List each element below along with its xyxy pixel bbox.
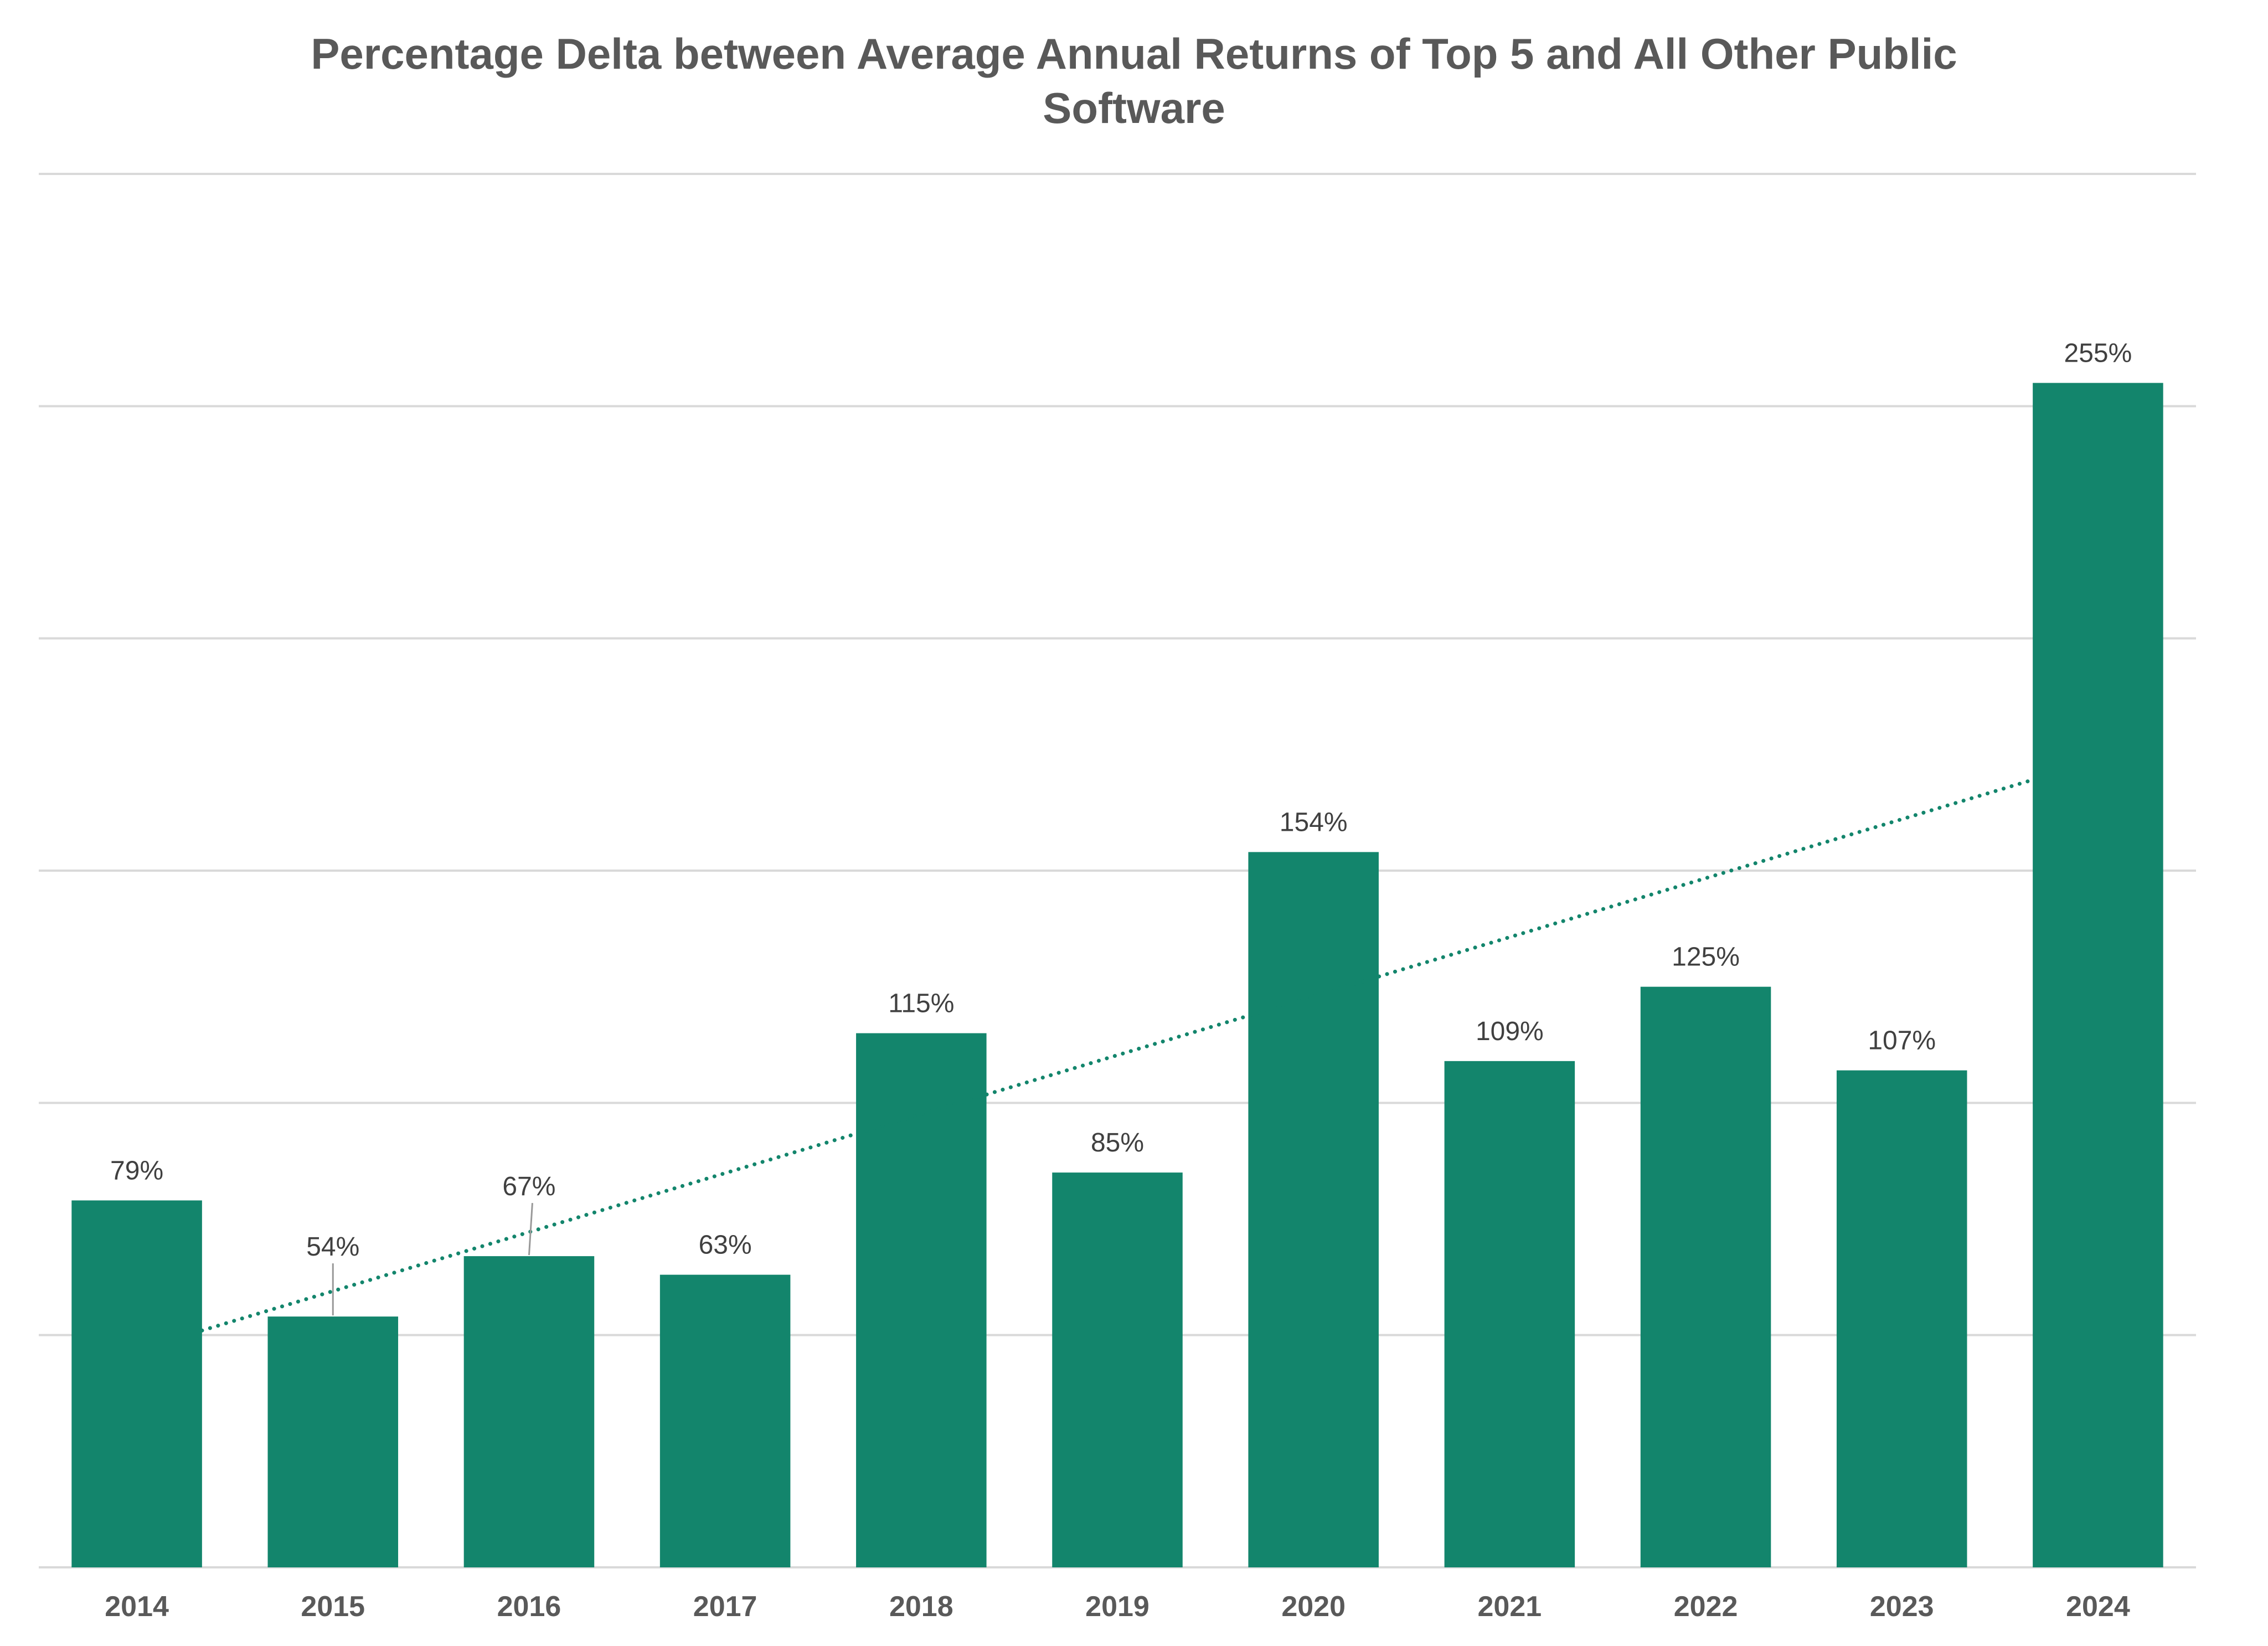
x-tick-label-2016: 2016 (497, 1591, 561, 1623)
x-axis-tick-labels: 2014 2015 2016 2017 2018 2019 2020 2021 2022 2023… (105, 1591, 2130, 1623)
x-tick-label-2019: 2019 (1085, 1591, 1150, 1623)
bar-2021 (1444, 1061, 1575, 1567)
trendline-layer (200, 778, 2035, 1333)
chart-title-line-2: Software (1043, 84, 1225, 132)
x-tick-label-2024: 2024 (2066, 1591, 2130, 1623)
chart-title-line-1: Percentage Delta between Average Annual … (311, 29, 1957, 78)
data-label-2021: 109% (1476, 1017, 1544, 1046)
data-label-2016: 67% (502, 1172, 555, 1201)
bar-2022 (1640, 986, 1771, 1567)
data-label-2015: 54% (306, 1232, 359, 1262)
data-labels: 79% 54% 67% 63% 115% 85% 154% 109% 125% 107% 255% (110, 338, 2132, 1316)
trendline (200, 778, 2035, 1333)
x-tick-label-2015: 2015 (301, 1591, 365, 1623)
x-tick-label-2014: 2014 (105, 1591, 169, 1623)
data-label-2018: 115% (888, 989, 954, 1019)
bar-2019 (1052, 1172, 1183, 1567)
bar-2014 (71, 1200, 202, 1567)
data-label-leader-2016 (528, 1202, 533, 1256)
data-label-2020: 154% (1280, 807, 1348, 837)
data-label-2023: 107% (1868, 1026, 1936, 1056)
data-label-2017: 63% (699, 1231, 752, 1260)
chart-title: Percentage Delta between Average Annual … (0, 27, 2268, 135)
x-tick-label-2017: 2017 (693, 1591, 757, 1623)
bar-2015 (267, 1316, 399, 1567)
x-tick-label-2022: 2022 (1674, 1591, 1738, 1623)
bars (71, 383, 2163, 1568)
bar-2023 (1836, 1070, 1967, 1567)
x-tick-label-2020: 2020 (1281, 1591, 1346, 1623)
x-tick-label-2018: 2018 (889, 1591, 953, 1623)
x-tick-label-2023: 2023 (1870, 1591, 1934, 1623)
x-tick-label-2021: 2021 (1478, 1591, 1542, 1623)
bar-2016 (463, 1256, 595, 1567)
gridlines (39, 173, 2196, 1568)
data-label-2014: 79% (110, 1156, 163, 1185)
bar-2018 (856, 1033, 987, 1567)
data-label-2019: 85% (1091, 1128, 1144, 1158)
bar-2020 (1248, 852, 1379, 1567)
data-label-2024: 255% (2064, 338, 2132, 368)
bar-2024 (2033, 383, 2163, 1568)
bar-2017 (659, 1274, 791, 1567)
data-label-2022: 125% (1672, 943, 1740, 972)
